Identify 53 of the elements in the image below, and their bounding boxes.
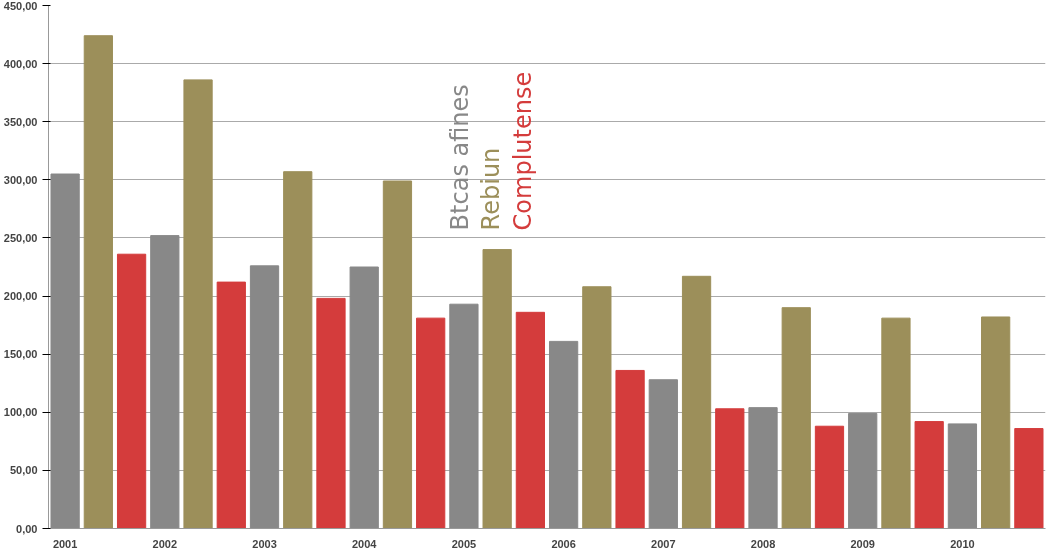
bar xyxy=(283,171,313,529)
y-tick-label: 350,00 xyxy=(3,115,38,128)
bar xyxy=(416,317,446,529)
bar xyxy=(349,266,379,529)
bar xyxy=(50,173,80,529)
x-tick-label: 2010 xyxy=(950,537,975,550)
y-tick-label: 250,00 xyxy=(3,231,38,244)
bar xyxy=(814,425,845,529)
x-tick-label: 2009 xyxy=(850,537,875,550)
y-tick-label: 150,00 xyxy=(3,348,38,361)
bar xyxy=(83,35,113,529)
y-tick-label: 100,00 xyxy=(3,406,38,419)
x-tick-label: 2004 xyxy=(351,537,378,550)
x-tick-label: 2003 xyxy=(252,537,277,550)
bar xyxy=(515,311,546,529)
bar xyxy=(881,317,911,529)
x-tick-label: 2008 xyxy=(750,537,776,550)
bar xyxy=(216,281,246,529)
y-tick-label: 200,00 xyxy=(3,290,38,303)
text: Rebiun xyxy=(477,147,506,231)
bar xyxy=(781,307,811,529)
bar xyxy=(449,303,479,529)
x-tick-label: 2007 xyxy=(651,537,676,550)
bar xyxy=(382,180,413,529)
y-tick-label: 50,00 xyxy=(9,464,38,477)
bar xyxy=(947,423,978,529)
text: Btcas afines xyxy=(445,84,474,231)
text: Complutense xyxy=(509,71,538,231)
x-tick-label: 2006 xyxy=(551,537,576,550)
y-tick-label: 300,00 xyxy=(3,173,38,186)
bar xyxy=(116,253,147,529)
bar xyxy=(316,297,346,529)
bar xyxy=(981,316,1011,529)
y-tick-label: 0,00 xyxy=(16,522,38,535)
y-tick-label: 400,00 xyxy=(3,57,38,70)
bar xyxy=(183,79,213,529)
bar xyxy=(681,275,712,529)
bar xyxy=(848,412,878,529)
x-tick-label: 2001 xyxy=(52,537,78,550)
bar xyxy=(249,265,280,529)
bar xyxy=(615,369,645,529)
x-tick-label: 2005 xyxy=(451,537,477,550)
bar xyxy=(715,408,745,529)
bar xyxy=(914,421,944,529)
bar xyxy=(548,340,579,529)
y-tick-label: 450,00 xyxy=(3,0,38,12)
bar xyxy=(482,249,512,529)
bar xyxy=(582,286,612,529)
x-tick-label: 2002 xyxy=(152,537,178,550)
bar xyxy=(150,235,180,529)
bar xyxy=(1014,428,1044,529)
bar xyxy=(748,407,778,529)
bar xyxy=(648,379,678,529)
